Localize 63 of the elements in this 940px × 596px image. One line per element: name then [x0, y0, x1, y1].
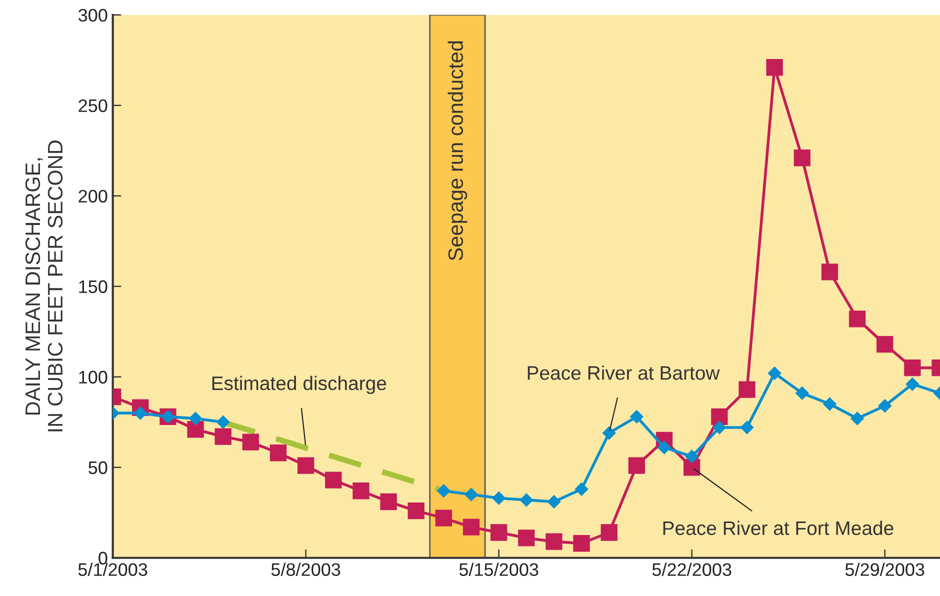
point	[766, 59, 783, 76]
x-tick-label: 5/15/2003	[459, 562, 538, 576]
y-tick-label: 0	[98, 552, 108, 565]
y-tick-label: 100	[79, 370, 108, 384]
point	[352, 482, 370, 500]
point	[270, 444, 287, 462]
y-tick-label: 50	[88, 461, 108, 474]
point	[794, 150, 810, 166]
point	[628, 457, 646, 474]
point	[685, 450, 698, 464]
point	[574, 482, 588, 496]
point	[904, 359, 921, 376]
point	[600, 524, 618, 541]
point	[216, 416, 230, 429]
x-tick-label: 5/22/2003	[652, 562, 732, 576]
point	[712, 420, 726, 434]
point	[518, 530, 535, 546]
point	[602, 426, 616, 440]
point	[768, 366, 782, 380]
y-tick-label: 250	[78, 99, 108, 112]
point	[823, 397, 836, 411]
point	[848, 310, 866, 328]
point	[490, 524, 508, 541]
annotation: Peace River at Bartow	[528, 366, 720, 380]
x-tick-label: 5/8/2003	[271, 562, 340, 576]
point	[297, 457, 314, 474]
y-tick-label: 200	[78, 190, 108, 203]
point	[408, 502, 424, 520]
point	[214, 428, 232, 445]
point	[740, 420, 754, 434]
point	[462, 518, 480, 536]
point	[711, 408, 728, 426]
point	[878, 399, 892, 412]
y-tick-label: 150	[79, 280, 108, 294]
point	[242, 434, 259, 450]
annotation: Peace River at Fort Meade	[663, 520, 894, 536]
y-axis-title: DAILY MEAN DISCHARGE, IN CUBIC FEET PER SECOND	[25, 140, 63, 432]
y-tick-label: 300	[78, 8, 108, 22]
point	[435, 510, 452, 526]
point	[546, 533, 562, 550]
point	[380, 493, 397, 510]
point	[630, 410, 644, 424]
point	[187, 421, 204, 438]
point	[821, 264, 838, 280]
point	[188, 412, 202, 426]
point	[464, 488, 478, 502]
point	[437, 484, 450, 498]
point	[876, 336, 894, 353]
point	[573, 535, 590, 552]
point	[796, 386, 809, 400]
point	[906, 378, 920, 391]
x-tick-label: 5/1/2003	[78, 562, 148, 576]
x-tick-label: 5/29/2003	[845, 562, 924, 576]
annotation: Estimated discharge	[212, 376, 386, 394]
point	[520, 493, 533, 507]
point	[492, 492, 506, 505]
point	[850, 412, 864, 426]
band-label: Seepage run conducted	[448, 41, 468, 260]
point	[134, 406, 147, 420]
point	[738, 381, 756, 398]
point	[547, 495, 561, 508]
point	[325, 472, 342, 488]
point	[658, 440, 671, 454]
